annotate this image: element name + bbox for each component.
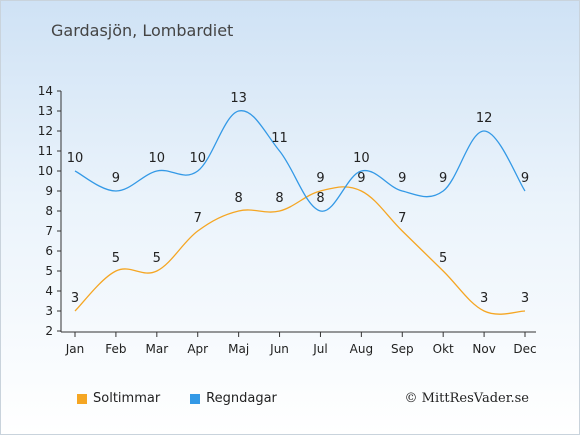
data-label: 11 <box>271 131 288 146</box>
data-label: 8 <box>316 191 324 206</box>
data-label: 10 <box>189 151 206 166</box>
data-label: 3 <box>71 291 79 306</box>
y-tick-label: 12 <box>38 124 53 138</box>
legend-label-sun: Soltimmar <box>93 391 161 406</box>
legend-swatch-sun <box>77 393 87 404</box>
data-labels: 3 5 5 7 8 8 9 9 7 5 3 3 10 9 10 10 13 11 8 10 9 9 12 9 <box>67 91 529 306</box>
x-tick-label: Maj <box>228 342 249 356</box>
series-lines <box>74 110 526 315</box>
page-title: Gardasjön, Lombardiet <box>51 21 234 40</box>
credit-link[interactable]: © MittResVader.se <box>404 391 529 406</box>
x-tick-label: Okt <box>433 342 454 356</box>
data-label: 12 <box>476 111 493 126</box>
axes: 2 3 4 5 6 7 8 9 10 11 12 13 14 Jan Feb Mar Apr Maj Jun Jul A… <box>38 84 537 356</box>
x-tick-label: Feb <box>105 342 126 356</box>
y-tick-label: 3 <box>45 304 53 318</box>
line-chart: 2 3 4 5 6 7 8 9 10 11 12 13 14 Jan Feb Mar Apr Maj Jun Jul A… <box>38 84 537 356</box>
x-tick-label: Jan <box>65 342 85 356</box>
y-tick-label: 8 <box>45 204 53 218</box>
data-label: 9 <box>112 171 120 186</box>
y-tick-label: 13 <box>38 104 53 118</box>
data-label: 9 <box>398 171 406 186</box>
data-label: 5 <box>439 251 447 266</box>
x-tick-label: Jul <box>312 342 327 356</box>
y-tick-label: 5 <box>45 264 53 278</box>
x-tick-label: Aug <box>350 342 373 356</box>
data-label: 5 <box>112 251 120 266</box>
y-tick-label: 4 <box>45 284 53 298</box>
data-label: 7 <box>398 211 406 226</box>
y-tick-label: 11 <box>38 144 53 158</box>
y-tick-label: 2 <box>45 324 53 338</box>
y-tick-label: 6 <box>45 244 53 258</box>
data-label: 10 <box>353 151 370 166</box>
x-tick-label: Dec <box>513 342 536 356</box>
series-line-sun <box>74 186 526 315</box>
data-label: 8 <box>275 191 283 206</box>
legend: Soltimmar Regndagar <box>77 391 277 406</box>
data-label: 9 <box>521 171 529 186</box>
x-tick-label: Nov <box>472 342 495 356</box>
data-label: 7 <box>194 211 202 226</box>
y-tick-label: 14 <box>38 84 53 98</box>
y-tick-label: 9 <box>45 184 53 198</box>
data-label: 3 <box>521 291 529 306</box>
x-tick-label: Mar <box>145 342 168 356</box>
legend-item-sun: Soltimmar <box>77 391 160 406</box>
x-tick-label: Sep <box>391 342 414 356</box>
legend-swatch-rain <box>190 393 201 404</box>
data-label: 3 <box>480 291 488 306</box>
data-label: 8 <box>234 191 242 206</box>
data-label: 9 <box>316 171 324 186</box>
data-label: 5 <box>153 251 161 266</box>
x-tick-label: Jun <box>269 342 289 356</box>
data-label: 9 <box>357 171 365 186</box>
data-label: 10 <box>149 151 166 166</box>
legend-label-rain: Regndagar <box>206 391 277 406</box>
data-label: 9 <box>439 171 447 186</box>
y-tick-label: 7 <box>45 224 53 238</box>
data-label: 13 <box>230 91 247 106</box>
legend-item-rain: Regndagar <box>190 391 277 406</box>
y-tick-label: 10 <box>38 164 53 178</box>
data-label: 10 <box>67 151 84 166</box>
x-tick-label: Apr <box>187 342 208 356</box>
series-line-rain <box>74 110 526 212</box>
